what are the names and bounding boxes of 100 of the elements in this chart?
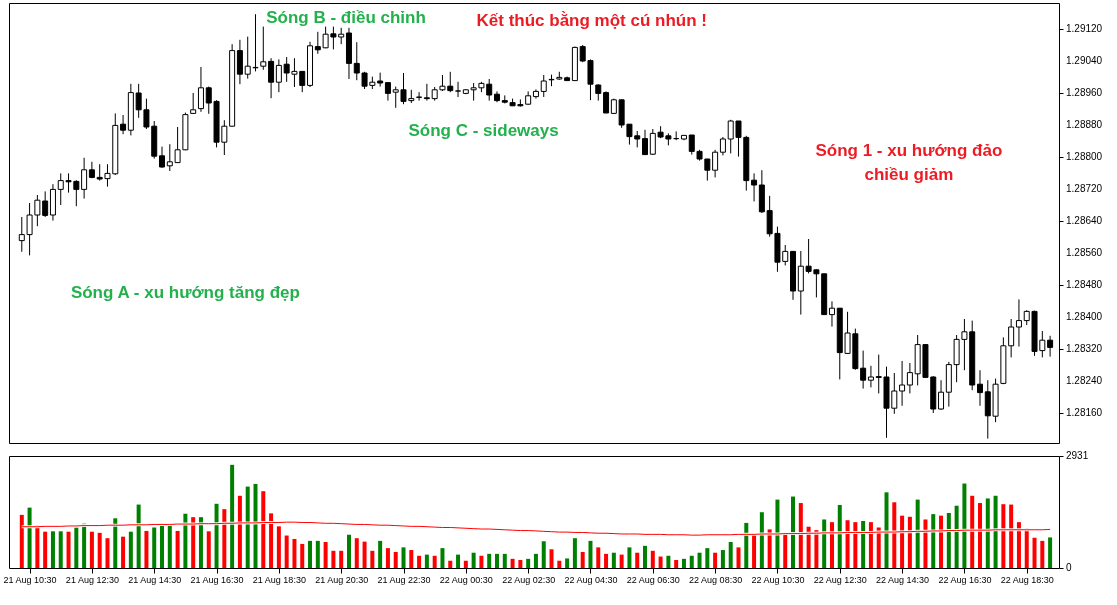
x-tick-label: 21 Aug 18:30 bbox=[252, 574, 306, 585]
x-tick-label: 22 Aug 16:30 bbox=[938, 574, 992, 585]
bar bbox=[861, 521, 866, 568]
bar bbox=[837, 504, 842, 568]
candlestick bbox=[275, 58, 282, 93]
bar bbox=[658, 556, 663, 568]
candlestick bbox=[455, 81, 462, 98]
bar bbox=[495, 553, 499, 568]
bar bbox=[74, 527, 79, 568]
bar bbox=[214, 503, 219, 568]
y-tick-label: 1.29040 bbox=[1066, 55, 1103, 67]
candlestick bbox=[719, 136, 726, 156]
bar bbox=[417, 555, 422, 568]
bar bbox=[97, 532, 102, 568]
y-tick-label: 1.28880 bbox=[1066, 119, 1103, 131]
x-tick-label: 22 Aug 00:30 bbox=[439, 574, 493, 585]
bar bbox=[518, 559, 523, 568]
candlestick bbox=[197, 66, 204, 113]
bar bbox=[393, 551, 398, 568]
bar bbox=[362, 541, 367, 568]
bar bbox=[230, 464, 235, 568]
bar bbox=[284, 535, 289, 568]
annotation: Kết thúc bằng một cú nhún ! bbox=[476, 10, 707, 30]
bar bbox=[487, 553, 492, 568]
bar bbox=[1032, 537, 1037, 568]
candlestick bbox=[423, 83, 430, 102]
bar bbox=[292, 538, 297, 568]
candlestick bbox=[120, 114, 127, 135]
bar bbox=[276, 526, 281, 568]
bar bbox=[479, 555, 484, 568]
x-tick-label: 21 Aug 10:30 bbox=[3, 574, 57, 585]
bar bbox=[27, 507, 32, 568]
bar bbox=[245, 486, 250, 568]
bar bbox=[791, 496, 796, 568]
candlestick bbox=[906, 362, 913, 394]
bar bbox=[596, 547, 601, 568]
bar bbox=[167, 524, 172, 568]
annotation: Sóng B - điều chỉnh bbox=[266, 7, 426, 27]
bar bbox=[1040, 540, 1045, 568]
bar bbox=[183, 513, 188, 568]
bar bbox=[136, 504, 141, 568]
bar bbox=[572, 538, 577, 568]
y-tick-label: 1.28960 bbox=[1066, 87, 1103, 99]
bar bbox=[323, 542, 328, 568]
bar bbox=[1048, 537, 1053, 568]
x-tick-label: 21 Aug 20:30 bbox=[315, 574, 369, 585]
bar bbox=[463, 560, 468, 568]
bar bbox=[502, 553, 507, 568]
bar bbox=[565, 558, 570, 568]
bar bbox=[627, 547, 632, 568]
annotation: Sóng 1 - xu hướng đảo chiều giảm bbox=[815, 140, 1003, 184]
bar bbox=[689, 555, 694, 568]
bar bbox=[409, 550, 414, 568]
candlestick bbox=[828, 300, 835, 328]
x-tick-label: 22 Aug 12:30 bbox=[813, 574, 867, 585]
candlestick bbox=[190, 92, 197, 115]
x-tick-label: 22 Aug 06:30 bbox=[626, 574, 680, 585]
bar bbox=[526, 558, 531, 568]
bar bbox=[175, 530, 180, 568]
candlestick bbox=[260, 26, 267, 71]
candlestick bbox=[712, 149, 719, 178]
bar bbox=[66, 531, 71, 568]
x-tick-label: 21 Aug 14:30 bbox=[128, 574, 182, 585]
bar bbox=[533, 553, 538, 568]
bar bbox=[728, 542, 733, 568]
candlestick bbox=[603, 90, 610, 114]
bar bbox=[315, 540, 320, 568]
bar bbox=[144, 530, 149, 568]
candlestick bbox=[540, 74, 547, 98]
bar bbox=[604, 553, 609, 568]
bar bbox=[946, 512, 951, 568]
candlestick bbox=[938, 379, 945, 411]
bar bbox=[931, 514, 936, 568]
bar bbox=[198, 517, 203, 568]
bar bbox=[253, 483, 258, 568]
x-tick-label: 21 Aug 12:30 bbox=[65, 574, 119, 585]
x-tick-label: 22 Aug 14:30 bbox=[876, 574, 930, 585]
bar bbox=[720, 550, 725, 568]
bar bbox=[206, 531, 211, 568]
candlestick bbox=[236, 39, 243, 85]
candlestick bbox=[416, 91, 423, 102]
bar bbox=[822, 519, 827, 568]
bar bbox=[401, 547, 406, 568]
bar bbox=[619, 554, 624, 568]
y-tick-label: 1.28640 bbox=[1066, 215, 1103, 227]
bar bbox=[580, 551, 585, 568]
bar bbox=[884, 492, 889, 568]
bar bbox=[713, 552, 718, 568]
bar bbox=[43, 531, 48, 568]
y-tick-label: 1.28240 bbox=[1066, 375, 1103, 387]
bar bbox=[105, 538, 110, 568]
y-tick-label: 1.28480 bbox=[1066, 279, 1103, 291]
bar bbox=[113, 518, 118, 568]
bar bbox=[331, 550, 336, 568]
bar bbox=[993, 495, 998, 568]
bar bbox=[456, 554, 461, 568]
bar bbox=[541, 541, 546, 568]
y-tick-label: 1.28560 bbox=[1066, 247, 1103, 259]
bar bbox=[705, 548, 710, 568]
bar bbox=[160, 525, 165, 568]
